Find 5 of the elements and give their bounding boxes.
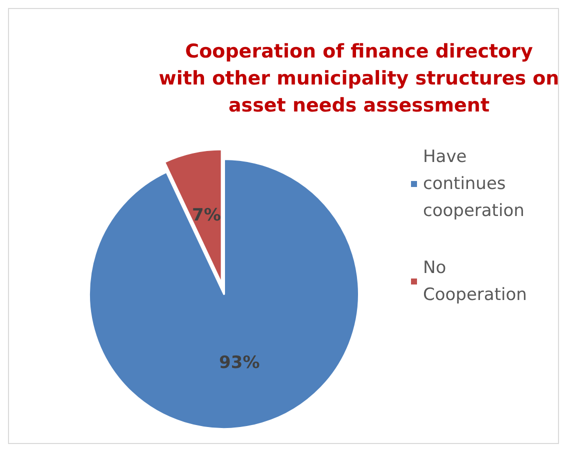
chart-title: Cooperation of finance directory with other municipality structures on asset needs assessment <box>158 40 560 116</box>
legend-label: No Cooperation <box>423 258 527 305</box>
data-label: 93% <box>219 352 260 373</box>
legend-label: Have continues cooperation <box>423 147 524 221</box>
data-label: 7% <box>192 205 221 226</box>
